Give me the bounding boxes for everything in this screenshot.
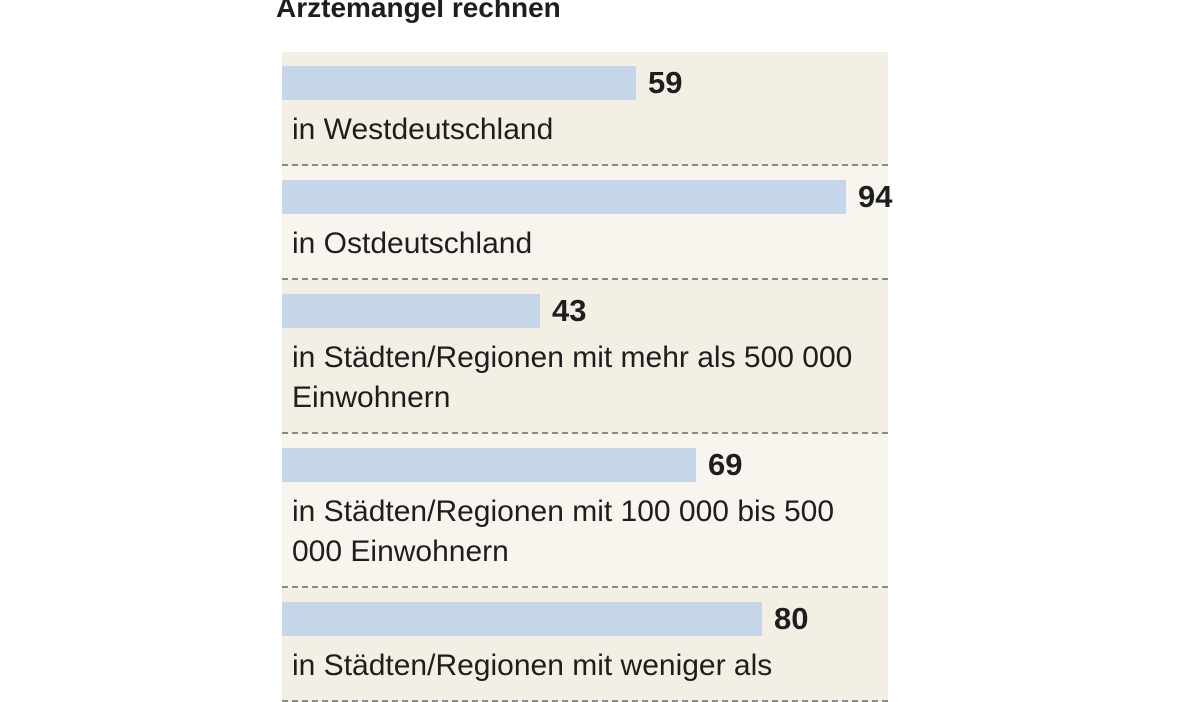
bar xyxy=(282,294,540,328)
category-label: in Ostdeutschland xyxy=(292,227,533,260)
category-label: in Städten/Regionen mit mehr als 500 000… xyxy=(292,341,853,414)
chart-panel: 59 in Westdeutschland 94 in Ostdeutschland 4… xyxy=(282,52,892,702)
value-label: 94 xyxy=(858,179,893,214)
category-label: in Städten/Regionen mit weniger als xyxy=(292,649,773,682)
category-label: in Städten/Regionen mit 100 000 bis 500 … xyxy=(292,495,835,568)
bar xyxy=(282,66,636,100)
bar-track: 59 xyxy=(282,65,888,100)
value-label: 59 xyxy=(648,65,683,100)
bar-row: 94 in Ostdeutschland xyxy=(282,166,892,280)
category-label: in Westdeutschland xyxy=(292,113,554,146)
chart-title: Ärztemangel rechnen xyxy=(276,0,561,23)
bar-row: 69 in Städten/Regionen mit 100 000 bis 50… xyxy=(282,434,888,588)
page: Ärztemangel rechnen 59 in Westdeutschland… xyxy=(276,0,893,702)
bar-row: 59 in Westdeutschland xyxy=(282,52,888,166)
value-label: 80 xyxy=(774,601,809,636)
bar xyxy=(282,180,846,214)
bar-track: 43 xyxy=(282,293,888,328)
bar-row: 80 in Städten/Regionen mit weniger als xyxy=(282,588,888,702)
bar-track: 94 xyxy=(282,179,892,214)
bar-track: 80 xyxy=(282,601,888,636)
bar-track: 69 xyxy=(282,447,888,482)
bar xyxy=(282,448,696,482)
value-label: 43 xyxy=(552,293,587,328)
value-label: 69 xyxy=(708,447,743,482)
bar-row: 43 in Städten/Regionen mit mehr als 500 0… xyxy=(282,280,888,434)
bar xyxy=(282,602,762,636)
